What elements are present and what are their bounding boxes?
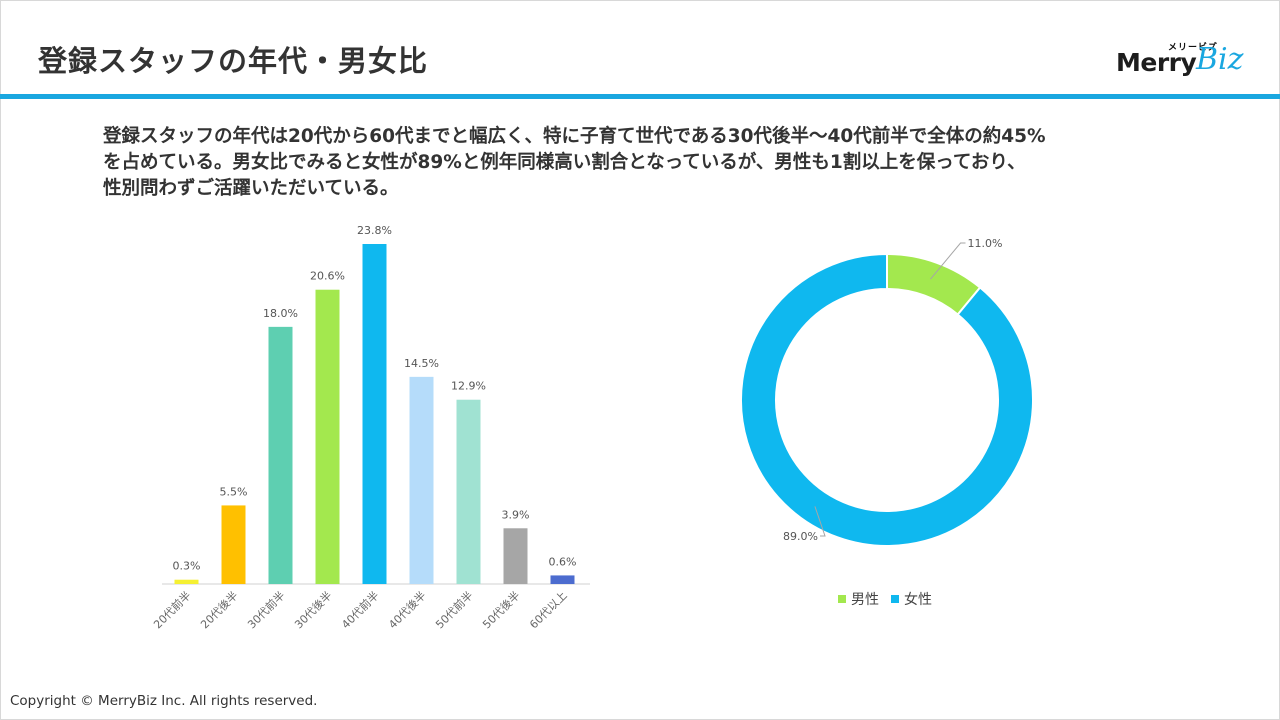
bar-category-label: 30代後半 — [291, 588, 334, 631]
merrybiz-logo: メリービズ Merry Biz — [1112, 40, 1262, 80]
bar-category-label: 40代前半 — [338, 588, 381, 631]
bar-category-label: 50代後半 — [479, 588, 522, 631]
age-bar-chart: 0.3% 20代前半 5.5% 20代後半 18.0% 30代前半 20.6% 30代後半 23… — [150, 224, 590, 631]
legend-label-female: 女性 — [904, 592, 932, 608]
bar — [550, 575, 575, 584]
donut-leader-line — [814, 506, 826, 537]
bar-data-label: 18.0% — [263, 307, 298, 320]
description-line-2: を占めている。男女比でみると女性が89%と例年同様高い割合となっているが、男性も… — [103, 152, 1026, 173]
bar — [456, 399, 481, 584]
bar-data-label: 14.5% — [404, 357, 439, 370]
legend-item-female: 女性 — [891, 589, 932, 609]
legend-label-male: 男性 — [851, 592, 879, 608]
bar — [503, 528, 528, 584]
bar — [409, 376, 434, 584]
gender-donut-chart: 11.0% 89.0% — [740, 237, 1034, 547]
description: 登録スタッフの年代は20代から60代までと幅広く、特に子育て世代である30代後半… — [103, 124, 1183, 202]
bar-category-label: 30代前半 — [244, 588, 287, 631]
donut-data-label: 11.0% — [968, 237, 1003, 250]
bar-category-label: 40代後半 — [385, 588, 428, 631]
bar-category-label: 50代前半 — [432, 588, 475, 631]
bar-data-label: 20.6% — [310, 270, 345, 283]
bar — [362, 244, 387, 584]
description-line-1: 登録スタッフの年代は20代から60代までと幅広く、特に子育て世代である30代後半… — [103, 126, 1046, 147]
legend-item-male: 男性 — [838, 589, 879, 609]
bar-data-label: 5.5% — [220, 485, 248, 498]
bar — [268, 326, 293, 584]
copyright-footer: Copyright © MerryBiz Inc. All rights res… — [10, 693, 318, 709]
bar-data-label: 23.8% — [357, 224, 392, 237]
header-divider — [0, 94, 1280, 99]
bar-category-label: 60代以上 — [527, 589, 569, 631]
logo-biz: Biz — [1196, 42, 1244, 77]
bar-data-label: 3.9% — [502, 508, 530, 521]
legend-swatch-female — [891, 595, 899, 603]
logo-merry: Merry — [1116, 48, 1197, 77]
bar — [315, 289, 340, 584]
bar-data-label: 0.6% — [549, 555, 577, 568]
bar-data-label: 12.9% — [451, 380, 486, 393]
legend-swatch-male — [838, 595, 846, 603]
donut-slice — [740, 252, 1034, 547]
bar — [174, 579, 199, 584]
bar — [221, 505, 246, 584]
bar-data-label: 0.3% — [173, 560, 201, 573]
description-line-3: 性別問わずご活躍いただいている。 — [103, 178, 399, 199]
bar-category-label: 20代後半 — [197, 588, 240, 631]
donut-data-label: 89.0% — [783, 530, 818, 543]
slide-title: 登録スタッフの年代・男女比 — [38, 44, 429, 78]
donut-leader-line — [930, 242, 966, 280]
donut-legend: 男性 女性 — [838, 589, 932, 609]
bar-category-label: 20代前半 — [150, 588, 193, 631]
logo-kana: メリービズ — [1168, 43, 1219, 53]
